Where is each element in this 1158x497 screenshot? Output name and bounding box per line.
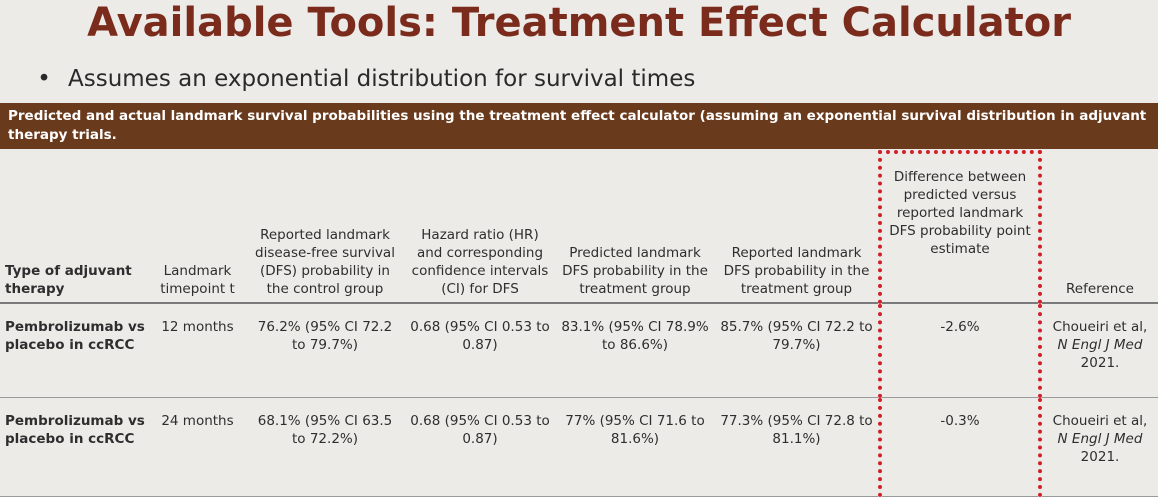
table-row: Pembrolizumab vs placebo in ccRCC 24 mont… <box>0 397 1158 497</box>
bullet-text: Assumes an exponential distribution for … <box>68 66 696 92</box>
bullet-dot: • <box>30 66 51 92</box>
cell: 0.68 (95% CI 0.53 to 0.87) <box>405 303 555 398</box>
bullet: • Assumes an exponential distribution for… <box>30 64 695 94</box>
reference-line: 2021. <box>1080 355 1120 371</box>
column-header: Reported landmark DFS probability in the… <box>715 152 880 304</box>
column-header: Hazard ratio (HR) and corresponding conf… <box>405 152 555 304</box>
reference-line: 2021. <box>1080 448 1120 465</box>
cell: Pembrolizumab vs placebo in ccRCC <box>0 303 150 398</box>
cell: Pembrolizumab vs placebo in ccRCC <box>0 397 150 497</box>
column-header: Type of adjuvant therapy <box>0 152 150 304</box>
column-header: Landmark timepoint t <box>150 152 245 304</box>
reference-line: N Engl J Med <box>1057 430 1143 447</box>
table-row: Pembrolizumab vs placebo in ccRCC 12 mont… <box>0 303 1158 398</box>
cell: 76.2% (95% CI 72.2 to 79.7%) <box>245 303 405 398</box>
column-header: Predicted landmark DFS probability in th… <box>555 152 715 304</box>
table-caption: Predicted and actual landmark survival p… <box>0 103 1158 149</box>
header-row: Type of adjuvant therapy Landmark timepoi… <box>0 150 1158 304</box>
cell: 85.7% (95% CI 72.2 to 79.7%) <box>715 303 880 398</box>
cell: -2.6% <box>878 303 1042 398</box>
column-header: Reported landmark disease-free survival … <box>245 152 405 304</box>
column-header: Reference <box>1040 152 1158 304</box>
reference-line: N Engl J Med <box>1057 337 1143 353</box>
cell: 0.68 (95% CI 0.53 to 0.87) <box>405 397 555 497</box>
slide-title: Available Tools: Treatment Effect Calcul… <box>87 0 1071 46</box>
cell: Choueiri et al, N Engl J Med 2021. <box>1040 397 1158 497</box>
table-head: Type of adjuvant therapy Landmark timepoi… <box>0 150 1158 304</box>
cell: 77% (95% CI 71.6 to 81.6%) <box>555 397 715 497</box>
table-body: Pembrolizumab vs placebo in ccRCC 12 mont… <box>0 303 1158 497</box>
reference-line: Choueiri et al, <box>1052 319 1148 335</box>
column-header: Difference between predicted versus repo… <box>878 150 1042 304</box>
cell: -0.3% <box>878 397 1042 497</box>
cell: Choueiri et al, N Engl J Med 2021. <box>1040 303 1158 398</box>
cell: 77.3% (95% CI 72.8 to 81.1%) <box>715 397 880 497</box>
cell: 68.1% (95% CI 63.5 to 72.2%) <box>245 397 405 497</box>
cell: 12 months <box>150 303 245 398</box>
cell: 24 months <box>150 397 245 497</box>
reference-line: Choueiri et al, <box>1052 412 1148 429</box>
cell: 83.1% (95% CI 78.9% to 86.6%) <box>555 303 715 398</box>
table: Type of adjuvant therapy Landmark timepoi… <box>0 150 1158 497</box>
